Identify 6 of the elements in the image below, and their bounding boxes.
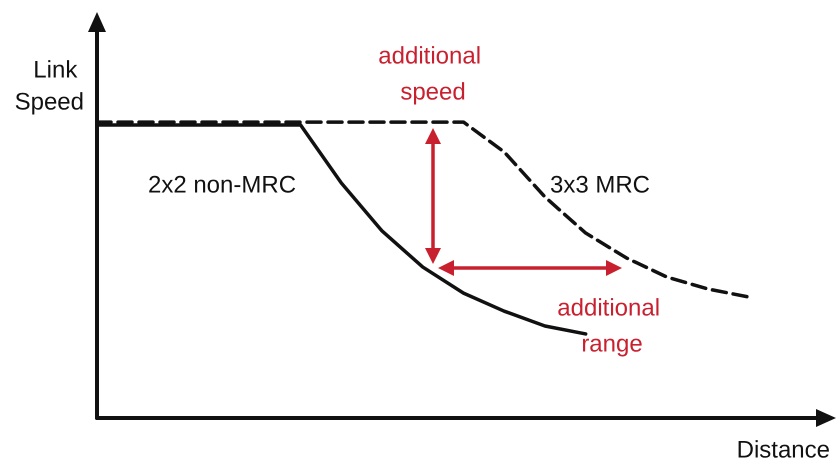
series-label: 3x3 MRC: [550, 172, 650, 198]
text: additional speed: [378, 42, 488, 106]
series-label: 2x2 non-MRC: [148, 172, 296, 198]
x-axis-title: Distance: [736, 436, 830, 464]
annotation: additional range: [557, 294, 667, 358]
y-axis-title: Link Speed: [14, 56, 84, 116]
